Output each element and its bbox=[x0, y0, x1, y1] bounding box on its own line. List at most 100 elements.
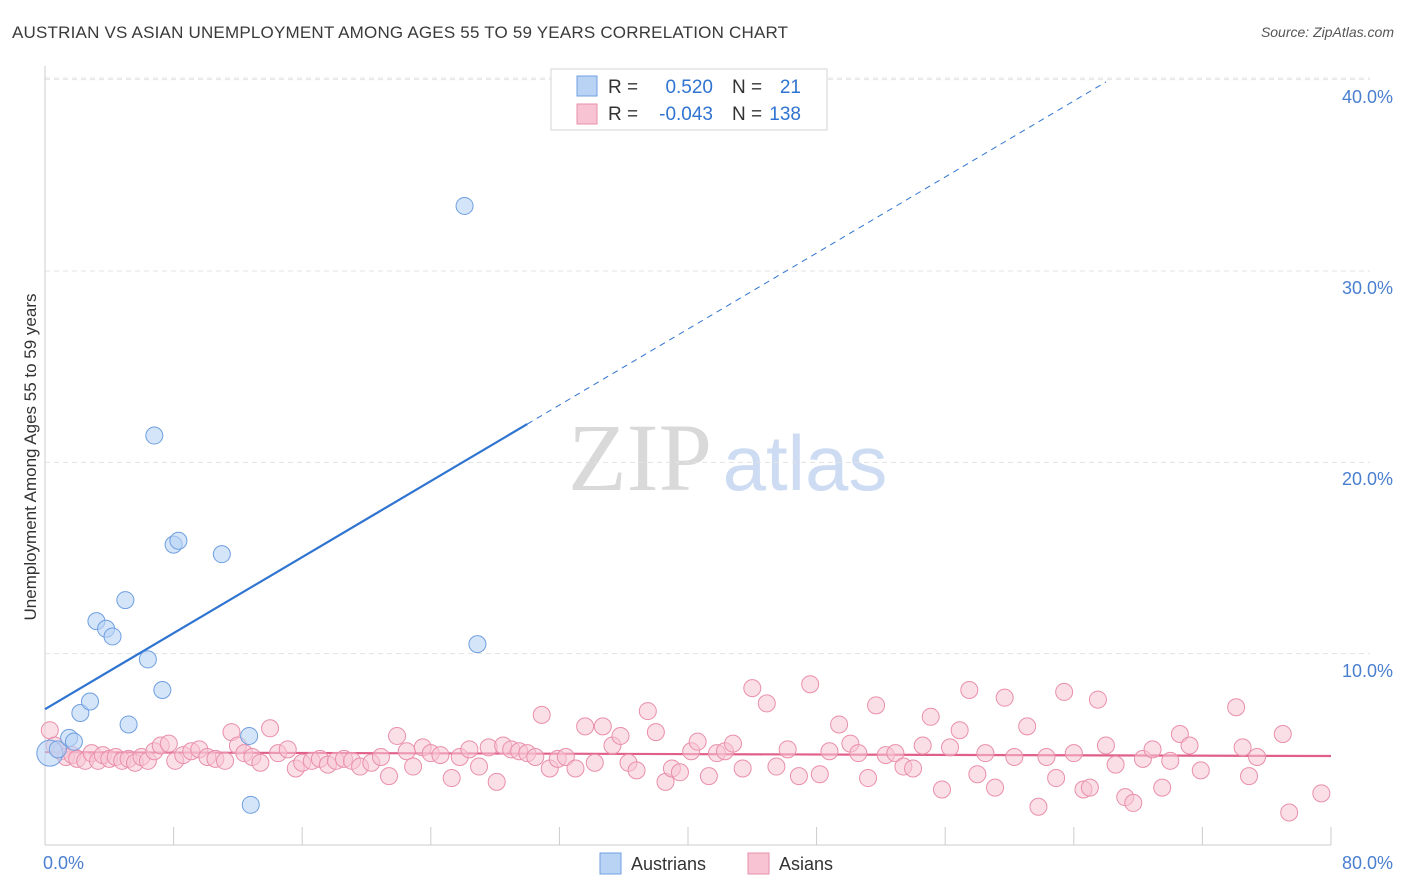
point-asians-105 bbox=[913, 736, 932, 755]
legend-r-value-asians: -0.043 bbox=[659, 104, 713, 125]
point-asians-0 bbox=[40, 721, 59, 740]
point-asians-46 bbox=[380, 767, 399, 786]
x-tick-label-max: 80.0% bbox=[1342, 853, 1393, 873]
point-asians-56 bbox=[470, 757, 489, 776]
point-austrians-18 bbox=[241, 795, 260, 814]
point-asians-135 bbox=[1191, 761, 1210, 780]
legend-r-value-austrians: 0.520 bbox=[665, 77, 713, 98]
point-asians-111 bbox=[968, 765, 987, 784]
point-asians-142 bbox=[1312, 784, 1331, 803]
point-asians-110 bbox=[960, 681, 979, 700]
point-asians-140 bbox=[1273, 725, 1292, 744]
point-asians-47 bbox=[388, 726, 407, 745]
point-austrians-13 bbox=[153, 681, 172, 700]
point-asians-34 bbox=[278, 740, 297, 759]
point-asians-48 bbox=[397, 742, 416, 761]
point-austrians-5 bbox=[81, 692, 100, 711]
point-asians-53 bbox=[442, 769, 461, 788]
point-asians-69 bbox=[576, 717, 595, 736]
point-asians-112 bbox=[976, 744, 995, 763]
legend-swatch-austrians bbox=[576, 75, 598, 97]
point-asians-32 bbox=[261, 719, 280, 738]
point-asians-137 bbox=[1233, 738, 1252, 757]
point-asians-133 bbox=[1170, 725, 1189, 744]
point-asians-75 bbox=[627, 761, 646, 780]
legend-n-value-austrians: 21 bbox=[780, 77, 801, 98]
point-asians-134 bbox=[1180, 736, 1199, 755]
point-asians-94 bbox=[810, 765, 829, 784]
point-asians-58 bbox=[487, 772, 506, 791]
point-asians-88 bbox=[743, 679, 762, 698]
series-legend: Austrians Asians bbox=[599, 852, 833, 875]
point-austrians-19 bbox=[455, 196, 474, 215]
y-tick-label-40: 40.0% bbox=[1342, 87, 1393, 107]
point-asians-19 bbox=[159, 734, 178, 753]
point-asians-83 bbox=[699, 767, 718, 786]
point-asians-64 bbox=[532, 705, 551, 724]
point-asians-136 bbox=[1227, 698, 1246, 717]
point-asians-52 bbox=[431, 746, 450, 765]
point-asians-106 bbox=[921, 707, 940, 726]
point-asians-126 bbox=[1106, 755, 1125, 774]
point-asians-131 bbox=[1153, 778, 1172, 797]
point-asians-100 bbox=[867, 696, 886, 715]
point-asians-120 bbox=[1055, 682, 1074, 701]
point-asians-116 bbox=[1018, 717, 1037, 736]
point-asians-95 bbox=[820, 742, 839, 761]
point-austrians-8 bbox=[103, 627, 122, 646]
point-asians-107 bbox=[932, 780, 951, 799]
point-asians-76 bbox=[638, 702, 657, 721]
point-austrians-3 bbox=[64, 732, 83, 751]
point-asians-77 bbox=[646, 723, 665, 742]
point-asians-117 bbox=[1029, 797, 1048, 816]
point-asians-73 bbox=[611, 726, 630, 745]
point-asians-82 bbox=[688, 732, 707, 751]
point-asians-67 bbox=[556, 747, 575, 766]
point-austrians-12 bbox=[145, 426, 164, 445]
point-austrians-1 bbox=[48, 740, 67, 759]
point-asians-45 bbox=[371, 747, 390, 766]
point-asians-26 bbox=[216, 751, 235, 770]
bottom-legend-label-austrians: Austrians bbox=[631, 854, 706, 874]
point-asians-132 bbox=[1161, 751, 1180, 770]
point-asians-119 bbox=[1047, 769, 1066, 788]
point-asians-125 bbox=[1096, 736, 1115, 755]
point-austrians-9 bbox=[116, 591, 135, 610]
point-austrians-17 bbox=[240, 726, 259, 745]
point-asians-104 bbox=[904, 759, 923, 778]
correlation-legend: R = 0.520 N = 21 R = -0.043 N = 138 bbox=[550, 68, 828, 131]
point-asians-124 bbox=[1088, 690, 1107, 709]
point-austrians-10 bbox=[119, 715, 138, 734]
point-asians-114 bbox=[995, 688, 1014, 707]
point-austrians-4 bbox=[71, 703, 90, 722]
point-asians-91 bbox=[778, 740, 797, 759]
point-austrians-15 bbox=[169, 531, 188, 550]
point-asians-115 bbox=[1005, 747, 1024, 766]
source-note: Source: ZipAtlas.com bbox=[1260, 24, 1394, 40]
point-asians-71 bbox=[593, 717, 612, 736]
point-asians-63 bbox=[526, 747, 545, 766]
point-asians-130 bbox=[1143, 740, 1162, 759]
legend-r-label-asians: R = bbox=[608, 104, 638, 125]
bottom-legend-swatch-austrians bbox=[599, 852, 622, 875]
data-points bbox=[36, 196, 1331, 822]
y-tick-label-30: 30.0% bbox=[1342, 278, 1393, 298]
point-austrians-16 bbox=[212, 545, 231, 564]
y-tick-label-20: 20.0% bbox=[1342, 469, 1393, 489]
point-asians-99 bbox=[859, 769, 878, 788]
x-tick-label-min: 0.0% bbox=[43, 853, 84, 873]
point-asians-31 bbox=[251, 753, 270, 772]
point-asians-128 bbox=[1124, 793, 1143, 812]
point-asians-113 bbox=[986, 778, 1005, 797]
point-asians-80 bbox=[670, 763, 689, 782]
legend-r-label-austrians: R = bbox=[608, 77, 638, 98]
point-asians-92 bbox=[789, 767, 808, 786]
point-asians-108 bbox=[941, 738, 960, 757]
point-asians-141 bbox=[1280, 803, 1299, 822]
point-asians-55 bbox=[460, 740, 479, 759]
watermark-atlas: atlas bbox=[723, 419, 888, 507]
point-asians-89 bbox=[757, 694, 776, 713]
point-austrians-11 bbox=[138, 650, 157, 669]
point-asians-123 bbox=[1080, 778, 1099, 797]
